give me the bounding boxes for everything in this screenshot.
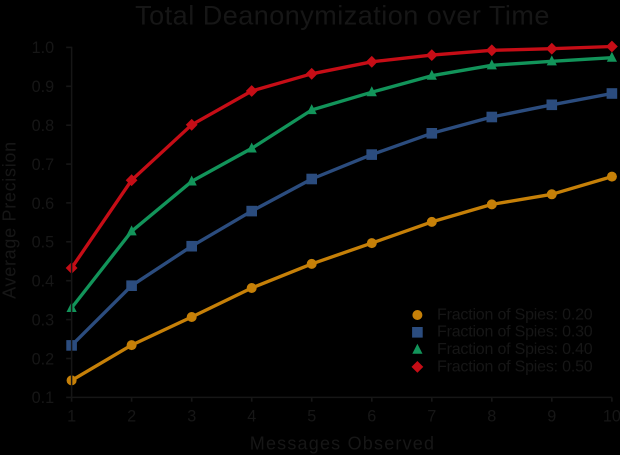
- svg-text:0.1: 0.1: [32, 389, 55, 407]
- svg-text:Messages Observed: Messages Observed: [250, 434, 435, 454]
- svg-text:7: 7: [427, 407, 436, 425]
- svg-text:8: 8: [487, 407, 496, 425]
- svg-text:0.6: 0.6: [32, 195, 55, 213]
- svg-text:0.2: 0.2: [32, 350, 55, 368]
- svg-text:Fraction of Spies: 0.20: Fraction of Spies: 0.20: [437, 306, 593, 323]
- svg-text:0.3: 0.3: [32, 311, 55, 329]
- svg-text:2: 2: [127, 407, 136, 425]
- svg-text:0.4: 0.4: [32, 273, 55, 291]
- svg-text:Total Deanonymization over Tim: Total Deanonymization over Time: [135, 1, 550, 31]
- svg-text:3: 3: [187, 407, 196, 425]
- svg-text:Fraction of Spies: 0.50: Fraction of Spies: 0.50: [437, 358, 593, 375]
- svg-text:Average Precision: Average Precision: [0, 141, 20, 299]
- svg-text:Fraction of Spies: 0.30: Fraction of Spies: 0.30: [437, 324, 593, 341]
- svg-text:6: 6: [367, 407, 376, 425]
- svg-text:Fraction of Spies: 0.40: Fraction of Spies: 0.40: [437, 341, 593, 358]
- svg-text:1.0: 1.0: [32, 39, 55, 57]
- svg-text:0.5: 0.5: [32, 234, 55, 252]
- svg-text:10: 10: [603, 407, 620, 425]
- svg-text:5: 5: [307, 407, 316, 425]
- svg-text:0.9: 0.9: [32, 78, 55, 96]
- svg-text:0.8: 0.8: [32, 117, 55, 135]
- svg-text:0.7: 0.7: [32, 156, 55, 174]
- svg-text:1: 1: [67, 407, 76, 425]
- svg-text:9: 9: [547, 407, 556, 425]
- svg-text:4: 4: [247, 407, 256, 425]
